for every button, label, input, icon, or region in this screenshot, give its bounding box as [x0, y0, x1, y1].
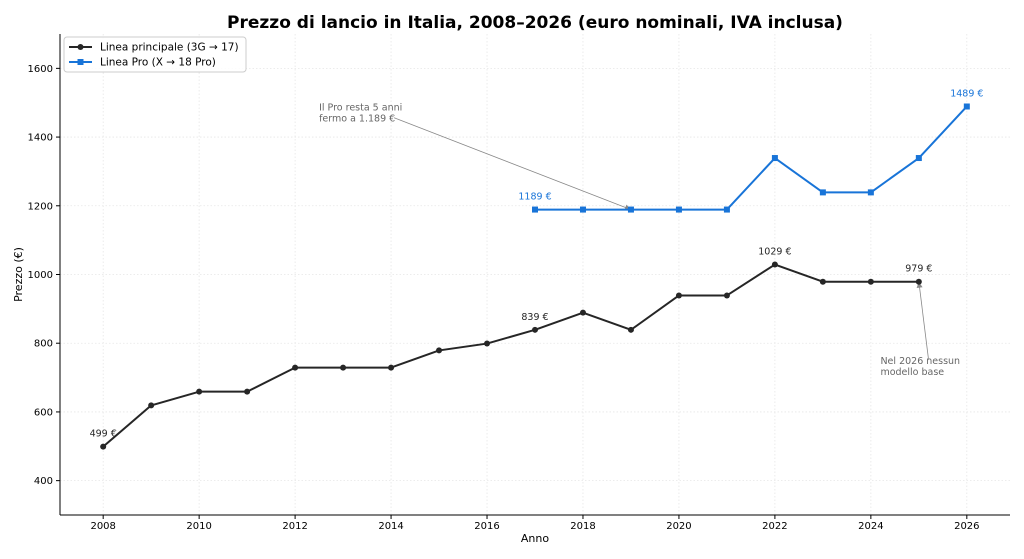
data-point-main [484, 340, 491, 347]
annotation-text: modello base [880, 367, 944, 378]
x-tick-label: 2024 [858, 521, 883, 532]
annotation-arrow [393, 117, 632, 210]
x-tick-label: 2012 [282, 521, 307, 532]
y-tick-label: 800 [34, 339, 53, 350]
x-tick-label: 2008 [90, 521, 115, 532]
series-line-pro [535, 105, 968, 211]
annotation-text: Il Pro resta 5 anni [319, 103, 402, 114]
data-point-pro [963, 103, 970, 110]
data-point-main [675, 292, 682, 299]
data-point-main [148, 402, 155, 409]
data-point-pro [675, 206, 682, 213]
data-point-main [388, 364, 395, 371]
y-axis-label: Prezzo (€) [12, 247, 25, 302]
data-point-pro [532, 206, 538, 213]
data-point-main [292, 364, 299, 371]
x-ticks: 2008 2010 2012 2014 2016 2018 2020 2022 2024 2026 [90, 515, 980, 532]
x-tick-label: 2022 [762, 521, 787, 532]
annotation-arrow [918, 281, 929, 360]
legend-marker-pro [77, 59, 84, 65]
data-point-main [244, 388, 251, 395]
legend-label-pro: Linea Pro (X → 18 Pro) [100, 57, 216, 69]
data-label: 1189 € [518, 192, 551, 203]
data-point-pro [819, 189, 826, 196]
data-label: 1489 € [950, 88, 983, 99]
x-axis-label: Anno [521, 532, 549, 545]
annotation-text: Nel 2026 nessun [880, 356, 960, 367]
data-point-main [532, 326, 538, 333]
y-ticks: 400 600 800 1000 1200 1400 1600 [28, 64, 60, 487]
y-tick-label: 1000 [28, 270, 53, 281]
x-tick-label: 2016 [474, 521, 499, 532]
x-tick-label: 2010 [186, 521, 211, 532]
data-label: 1029 € [758, 247, 791, 258]
data-point-main [723, 292, 730, 299]
x-tick-label: 2020 [666, 521, 691, 532]
data-point-main [579, 309, 586, 316]
data-point-main [819, 278, 826, 285]
data-point-main [196, 388, 203, 395]
data-labels: 499 € 839 € 1029 € 979 € 1189 € 1489 € [90, 88, 984, 439]
annotation-arrowhead [916, 281, 923, 289]
series-group [100, 103, 970, 450]
data-point-pro [723, 206, 730, 213]
data-point-main [436, 347, 443, 354]
x-tick-label: 2014 [378, 521, 403, 532]
legend-box [63, 36, 247, 73]
data-point-main [867, 278, 874, 285]
legend-marker-main [77, 44, 84, 50]
annotation-text: fermo a 1.189 € [319, 114, 395, 125]
data-point-pro [771, 155, 778, 162]
y-tick-label: 400 [34, 476, 53, 487]
grid [60, 34, 1010, 515]
data-point-main [771, 261, 778, 268]
data-label: 839 € [521, 312, 548, 323]
data-point-main [100, 443, 107, 450]
data-point-pro [579, 206, 586, 213]
data-point-main [915, 278, 922, 285]
series-line-main [102, 263, 919, 448]
data-label: 499 € [90, 429, 117, 440]
y-tick-label: 1400 [28, 133, 53, 144]
data-point-pro [627, 206, 634, 213]
x-tick-label: 2018 [570, 521, 595, 532]
legend: Linea principale (3G → 17) Linea Pro (X … [63, 36, 247, 73]
x-tick-label: 2026 [954, 521, 979, 532]
chart-title: Prezzo di lancio in Italia, 2008–2026 (e… [227, 13, 843, 33]
y-tick-label: 1600 [28, 64, 53, 75]
legend-label-main: Linea principale (3G → 17) [100, 42, 239, 54]
data-point-main [340, 364, 347, 371]
data-point-main [627, 326, 634, 333]
y-tick-label: 1200 [28, 201, 53, 212]
y-tick-label: 600 [34, 407, 53, 418]
data-label: 979 € [905, 264, 932, 275]
data-point-pro [867, 189, 874, 196]
data-point-pro [915, 155, 922, 162]
